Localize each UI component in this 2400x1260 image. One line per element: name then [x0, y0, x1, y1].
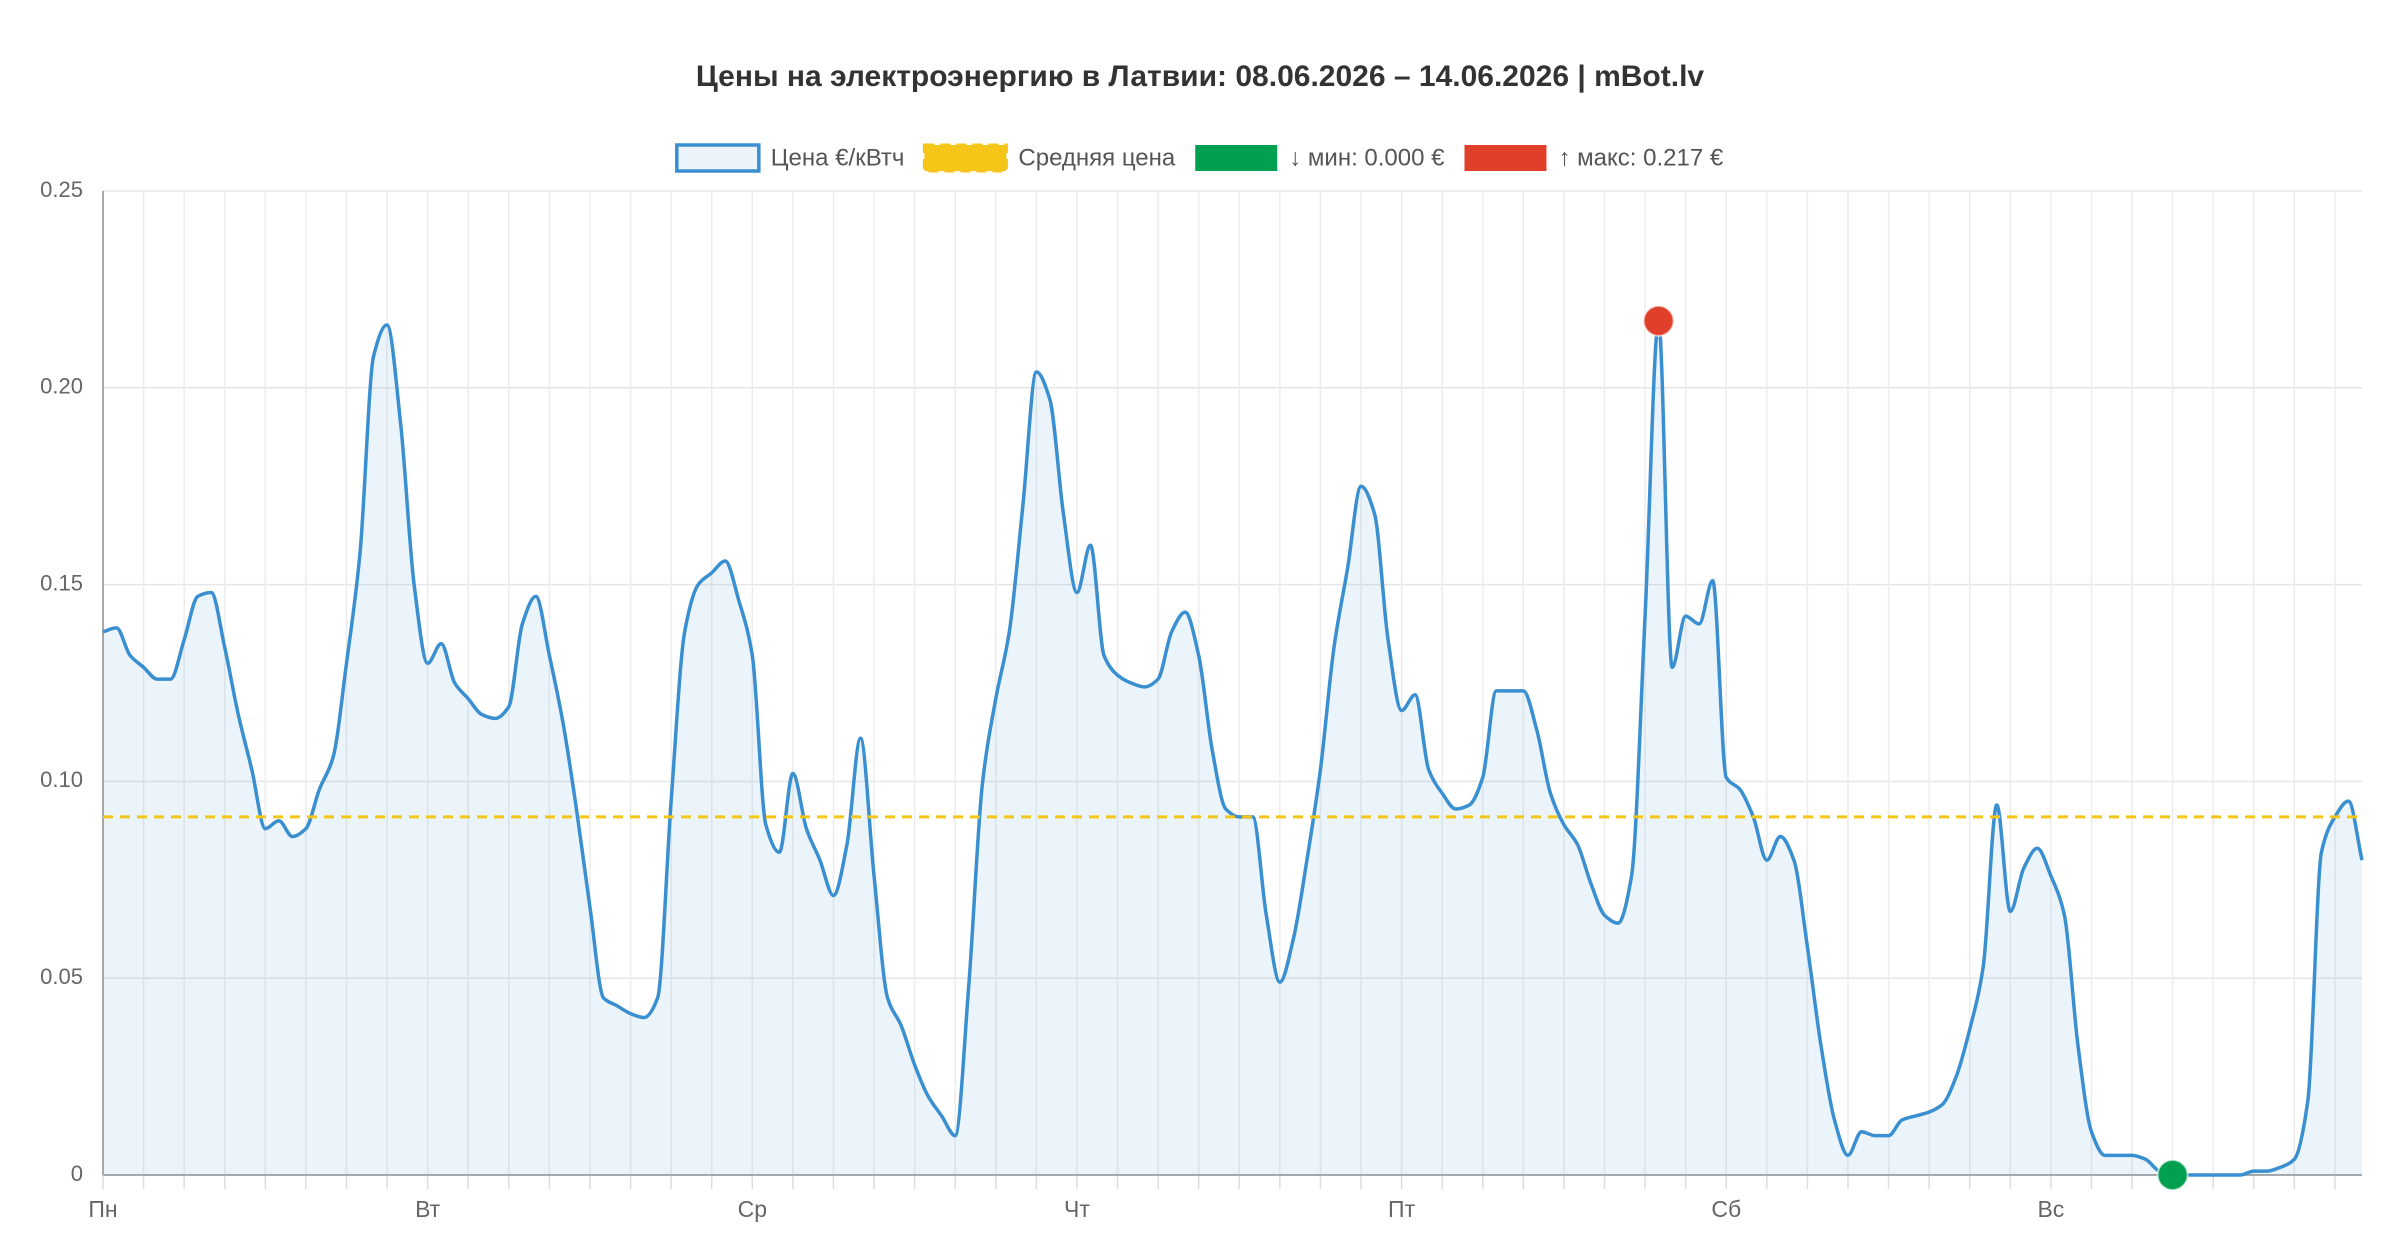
y-tick-label: 0.15: [40, 570, 83, 595]
y-tick-label: 0.25: [40, 177, 83, 202]
x-tick-label: Сб: [1711, 1196, 1741, 1222]
marker: [2156, 1159, 2189, 1191]
legend-label: Цена €/кВтч: [771, 144, 905, 171]
y-tick-label: 0: [71, 1161, 83, 1186]
x-tick-label: Ср: [738, 1196, 767, 1222]
x-tick-label: Вт: [415, 1196, 441, 1222]
y-tick-label: 0.10: [40, 767, 83, 792]
price-line: [102, 319, 2364, 1177]
legend-label: ↓ мин: 0.000 €: [1289, 144, 1445, 171]
legend-swatch: [1195, 145, 1278, 171]
chart-title: Цены на электроэнергию в Латвии: 08.06.2…: [696, 60, 1705, 93]
legend-label: Средняя цена: [1018, 144, 1175, 171]
x-tick-label: Пт: [1388, 1196, 1416, 1222]
legend-swatch: [1464, 145, 1547, 171]
legend-swatch: [675, 143, 761, 173]
x-tick-label: Пн: [88, 1196, 117, 1222]
marker: [1642, 304, 1675, 337]
legend-swatch: [922, 143, 1008, 173]
area: [103, 320, 2362, 1175]
y-tick-label: 0.20: [40, 374, 83, 399]
y-tick-label: 0.05: [40, 964, 83, 989]
legend-label: ↑ макс: 0.217 €: [1558, 144, 1723, 171]
x-tick-label: Чт: [1064, 1196, 1090, 1222]
legend: Цена €/кВтч Средняя цена ↓ мин: 0.000 € ↑ м…: [675, 143, 1724, 173]
x-tick-label: Вс: [2037, 1196, 2064, 1222]
